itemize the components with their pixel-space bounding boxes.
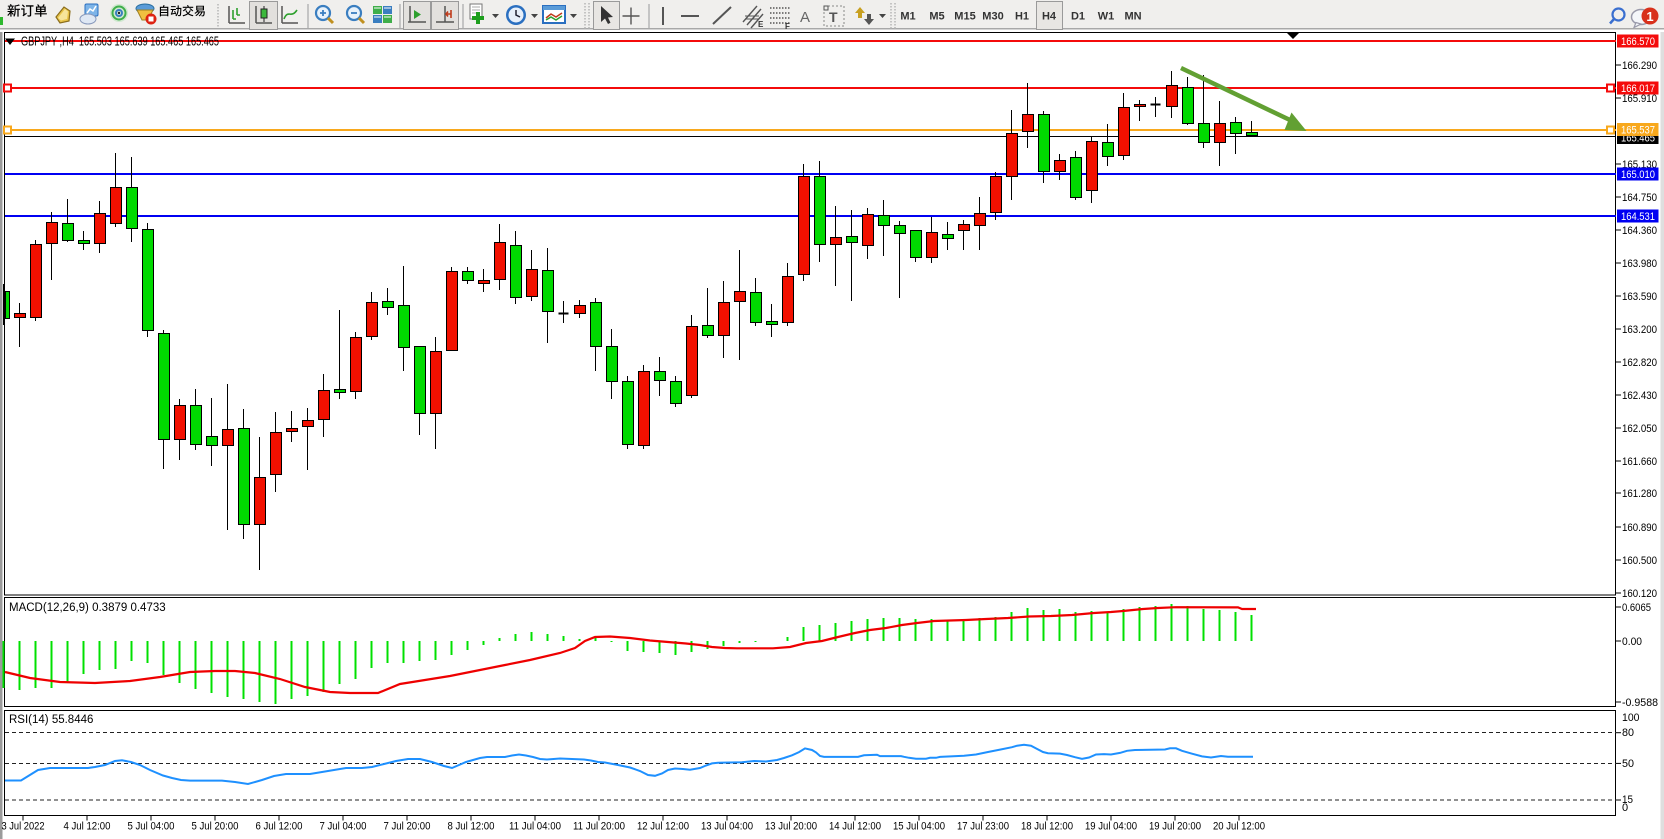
svg-text:163.980: 163.980 <box>1622 258 1657 270</box>
svg-text:1: 1 <box>1646 9 1653 24</box>
svg-text:H4: H4 <box>1042 11 1057 23</box>
svg-text:5 Jul 04:00: 5 Jul 04:00 <box>128 821 175 833</box>
svg-text:0.6065: 0.6065 <box>1622 602 1651 614</box>
svg-text:-0.9588: -0.9588 <box>1622 697 1658 709</box>
svg-text:M1: M1 <box>900 11 915 23</box>
svg-text:A: A <box>800 9 810 26</box>
svg-text:162.430: 162.430 <box>1622 390 1657 402</box>
svg-text:15: 15 <box>1622 794 1633 806</box>
svg-text:4 Jul 12:00: 4 Jul 12:00 <box>64 821 111 833</box>
svg-text:166.290: 166.290 <box>1622 60 1657 72</box>
svg-text:0: 0 <box>1622 802 1628 814</box>
svg-text:19 Jul 04:00: 19 Jul 04:00 <box>1085 821 1137 833</box>
svg-text:18 Jul 12:00: 18 Jul 12:00 <box>1021 821 1073 833</box>
svg-text:14 Jul 12:00: 14 Jul 12:00 <box>829 821 881 833</box>
svg-text:M5: M5 <box>929 11 944 23</box>
svg-text:11 Jul 20:00: 11 Jul 20:00 <box>573 821 625 833</box>
svg-text:164.360: 164.360 <box>1622 225 1657 237</box>
svg-text:163.590: 163.590 <box>1622 291 1657 303</box>
svg-text:11 Jul 04:00: 11 Jul 04:00 <box>509 821 561 833</box>
svg-text:W1: W1 <box>1098 11 1115 23</box>
svg-text:MN: MN <box>1124 11 1141 23</box>
svg-text:15 Jul 04:00: 15 Jul 04:00 <box>893 821 945 833</box>
svg-text:160.500: 160.500 <box>1622 555 1657 567</box>
svg-text:RSI(14) 55.8446: RSI(14) 55.8446 <box>9 714 93 726</box>
svg-text:165.537: 165.537 <box>1621 125 1655 137</box>
svg-text:160.890: 160.890 <box>1622 522 1657 534</box>
svg-text:8 Jul 12:00: 8 Jul 12:00 <box>448 821 495 833</box>
svg-text:7 Jul 20:00: 7 Jul 20:00 <box>384 821 431 833</box>
svg-text:166.570: 166.570 <box>1621 36 1655 48</box>
svg-text:166.017: 166.017 <box>1621 83 1655 95</box>
svg-text:5 Jul 20:00: 5 Jul 20:00 <box>192 821 239 833</box>
svg-text:160.120: 160.120 <box>1622 588 1657 600</box>
svg-text:165.010: 165.010 <box>1621 169 1655 181</box>
svg-text:17 Jul 23:00: 17 Jul 23:00 <box>957 821 1009 833</box>
svg-text:GBPJPY ,H4 165.503 165.639 16: GBPJPY ,H4 165.503 165.639 165.465 165.4… <box>21 35 219 49</box>
svg-text:M15: M15 <box>954 11 975 23</box>
svg-text:H1: H1 <box>1015 11 1029 23</box>
svg-text:164.750: 164.750 <box>1622 192 1657 204</box>
svg-text:80: 80 <box>1622 727 1634 739</box>
svg-text:100: 100 <box>1622 712 1640 724</box>
svg-text:0.00: 0.00 <box>1622 636 1642 648</box>
svg-text:13 Jul 20:00: 13 Jul 20:00 <box>765 821 817 833</box>
svg-text:163.200: 163.200 <box>1622 324 1657 336</box>
svg-text:MACD(12,26,9) 0.3879 0.4733: MACD(12,26,9) 0.3879 0.4733 <box>9 602 166 614</box>
svg-text:12 Jul 12:00: 12 Jul 12:00 <box>637 821 689 833</box>
svg-text:13 Jul 04:00: 13 Jul 04:00 <box>701 821 753 833</box>
svg-text:6 Jul 12:00: 6 Jul 12:00 <box>256 821 303 833</box>
svg-text:161.660: 161.660 <box>1622 456 1657 468</box>
svg-text:162.820: 162.820 <box>1622 357 1657 369</box>
svg-text:19 Jul 20:00: 19 Jul 20:00 <box>1149 821 1201 833</box>
svg-text:165.910: 165.910 <box>1622 93 1657 105</box>
svg-text:161.280: 161.280 <box>1622 488 1657 500</box>
svg-text:20 Jul 12:00: 20 Jul 12:00 <box>1213 821 1265 833</box>
svg-text:164.531: 164.531 <box>1621 211 1655 223</box>
svg-text:E: E <box>758 20 764 29</box>
svg-text:M30: M30 <box>982 11 1003 23</box>
svg-text:7 Jul 04:00: 7 Jul 04:00 <box>320 821 367 833</box>
svg-text:F: F <box>785 22 790 31</box>
svg-text:50: 50 <box>1622 758 1634 770</box>
svg-text:3 Jul 2022: 3 Jul 2022 <box>2 821 45 833</box>
svg-text:D1: D1 <box>1071 11 1085 23</box>
svg-text:T: T <box>829 9 838 25</box>
svg-text:162.050: 162.050 <box>1622 423 1657 435</box>
